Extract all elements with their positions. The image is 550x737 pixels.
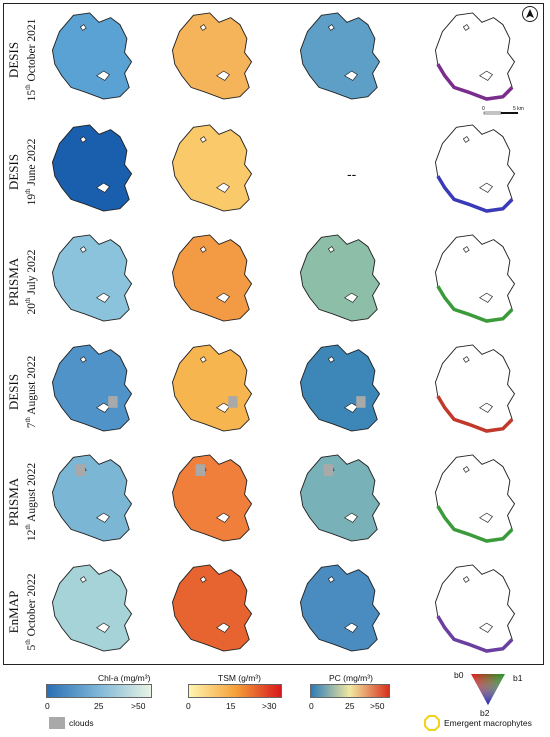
- row-label-1: DESIS 15th October 2021: [6, 5, 42, 115]
- map-chl-row-1: [42, 6, 142, 111]
- map-band-row-4: [425, 338, 525, 443]
- triangle-label-b2: b2: [480, 708, 490, 718]
- tsm-legend-title: TSM (g/m³): [218, 673, 261, 683]
- pc-tick-2: >50: [370, 701, 385, 711]
- map-chl-row-2: [42, 118, 142, 223]
- map-tsm-row-5: [162, 448, 262, 553]
- map-chl-row-3: [42, 228, 142, 333]
- north-arrow-icon: [522, 6, 538, 22]
- pc-colorbar: [310, 684, 390, 698]
- triangle-label-b1: b1: [513, 673, 523, 683]
- clouds-label: clouds: [69, 718, 94, 728]
- tsm-tick-0: 0: [186, 701, 191, 711]
- pc-tick-1: 25: [345, 701, 355, 711]
- missing-data-marker: --: [347, 166, 357, 182]
- chl-colorbar: [46, 684, 152, 698]
- map-band-row-5: [425, 448, 525, 553]
- map-band-row-2: [425, 118, 525, 223]
- row-label-5: PRISMA 12th August 2022: [6, 447, 42, 557]
- map-tsm-row-1: [162, 6, 262, 111]
- band-triangle-legend: [471, 674, 505, 705]
- cloud-swatch: [49, 717, 65, 729]
- map-pc-row-4: [290, 338, 390, 443]
- row-label-2: DESIS 19th June 2022: [6, 117, 42, 227]
- figure-frame: [3, 3, 544, 665]
- row-sensor: DESIS: [6, 373, 21, 411]
- scale-bar-start: 0: [482, 106, 485, 112]
- row-date: 15th October 2021: [24, 18, 38, 102]
- map-chl-row-4: [42, 338, 142, 443]
- map-band-row-1: [425, 6, 525, 111]
- row-sensor: PRISMA: [6, 477, 21, 527]
- macrophytes-label: Emergent macrophytes: [444, 718, 532, 728]
- chl-legend-title: Chl-a (mg/m³): [98, 673, 151, 683]
- map-pc-row-6: [290, 558, 390, 663]
- triangle-label-b0: b0: [454, 670, 464, 680]
- row-date: 12th August 2022: [24, 462, 38, 542]
- row-date: 5th October 2022: [24, 573, 38, 651]
- chl-tick-2: >50: [131, 701, 146, 711]
- map-band-row-6: [425, 558, 525, 663]
- map-tsm-row-3: [162, 228, 262, 333]
- pc-tick-0: 0: [309, 701, 314, 711]
- row-sensor: EnMAP: [6, 590, 21, 634]
- map-chl-row-5: [42, 448, 142, 553]
- row-sensor: DESIS: [6, 153, 21, 191]
- map-pc-row-1: [290, 6, 390, 111]
- map-tsm-row-6: [162, 558, 262, 663]
- tsm-tick-2: >30: [262, 701, 277, 711]
- row-sensor: DESIS: [6, 41, 21, 79]
- scale-bar: [483, 111, 518, 115]
- row-date: 20th July 2022: [24, 249, 38, 315]
- tsm-tick-1: 15: [226, 701, 236, 711]
- pc-legend-title: PC (mg/m³): [329, 673, 373, 683]
- map-band-row-3: [425, 228, 525, 333]
- scale-bar-end: 5 km: [513, 106, 524, 112]
- chl-tick-0: 0: [45, 701, 50, 711]
- map-pc-row-5: [290, 448, 390, 553]
- map-tsm-row-4: [162, 338, 262, 443]
- row-label-6: EnMAP 5th October 2022: [6, 557, 42, 667]
- tsm-colorbar: [188, 684, 282, 698]
- map-pc-row-3: [290, 228, 390, 333]
- row-label-4: DESIS 7th August 2022: [6, 337, 42, 447]
- row-date: 19th June 2022: [24, 138, 38, 206]
- row-sensor: PRISMA: [6, 257, 21, 307]
- map-chl-row-6: [42, 558, 142, 663]
- map-tsm-row-2: [162, 118, 262, 223]
- chl-tick-1: 25: [94, 701, 104, 711]
- row-label-3: PRISMA 20th July 2022: [6, 227, 42, 337]
- row-date: 7th August 2022: [24, 355, 38, 429]
- macrophyte-swatch: [424, 715, 440, 731]
